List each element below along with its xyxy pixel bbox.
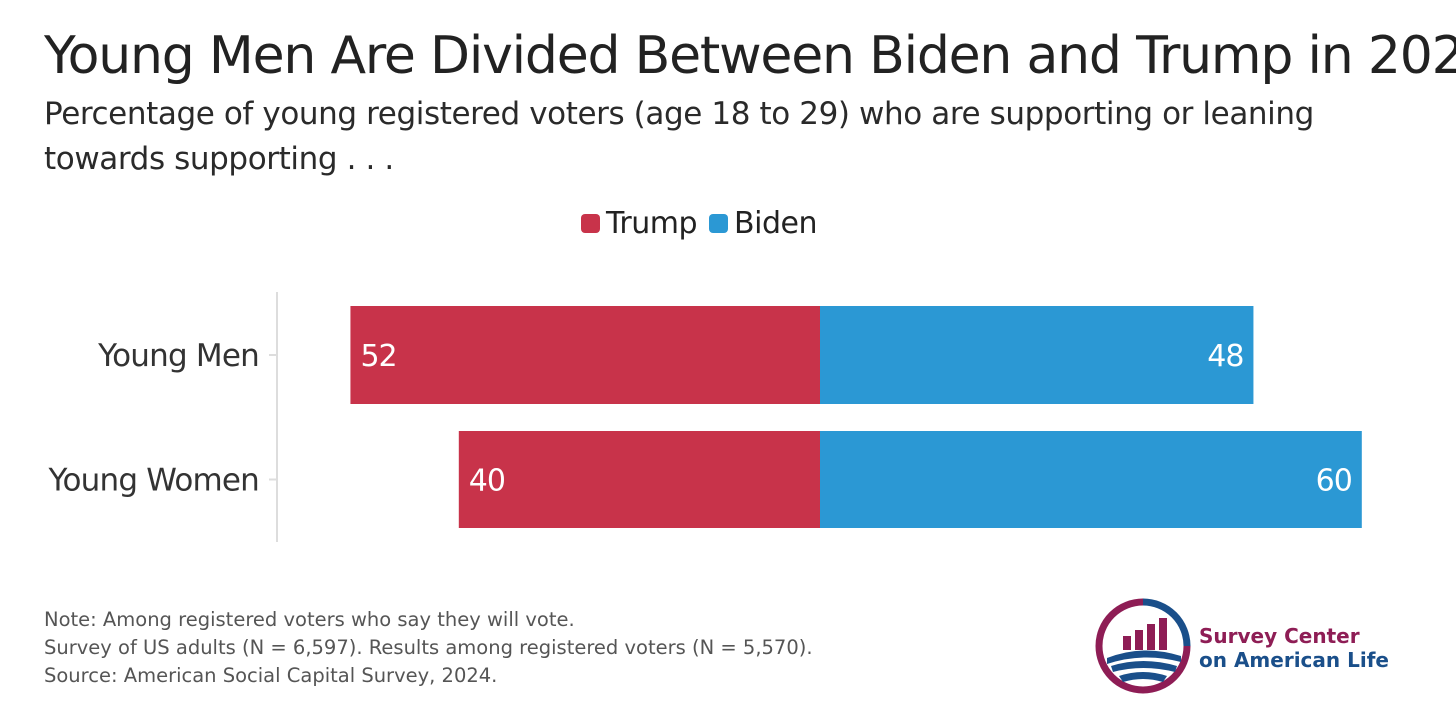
logo-line-1: Survey Center [1199,624,1360,648]
bar-chart: Young Men 52 48 Young Women 40 60 [47,292,1362,542]
logo-text: Survey Center on American Life [1199,624,1389,672]
footnote-survey: Survey of US adults (N = 6,597). Results… [44,636,813,659]
category-label: Young Men [97,338,259,374]
logo-line-2: on American Life [1199,648,1389,672]
footnote-note: Note: Among registered voters who say th… [44,608,575,631]
data-label-biden: 48 [1207,339,1243,374]
category-label: Young Women [47,463,259,499]
legend-item-trump: Trump [581,206,698,241]
legend-swatch-biden [709,214,729,233]
bar-biden [820,306,1254,404]
legend-label-trump: Trump [606,206,698,241]
survey-center-logo: Survey Center on American Life [1093,598,1433,694]
legend-label-biden: Biden [734,206,817,241]
bar-trump [350,306,820,404]
bar-trump [458,431,820,528]
footnote-source: Source: American Social Capital Survey, … [44,664,498,687]
legend-swatch-trump [581,214,600,233]
chart-title: Young Men Are Divided Between Biden and … [44,26,1456,86]
data-label-trump: 40 [469,464,505,499]
data-label-trump: 52 [360,339,396,374]
logo-emblem-icon [1095,598,1191,694]
footnotes: Note: Among registered voters who say th… [44,606,813,690]
data-label-biden: 60 [1316,464,1352,499]
bar-biden [820,431,1362,528]
chart-legend: Trump Biden [581,206,829,241]
chart-subtitle: Percentage of young registered voters (a… [44,96,1314,177]
legend-item-biden: Biden [709,206,817,241]
